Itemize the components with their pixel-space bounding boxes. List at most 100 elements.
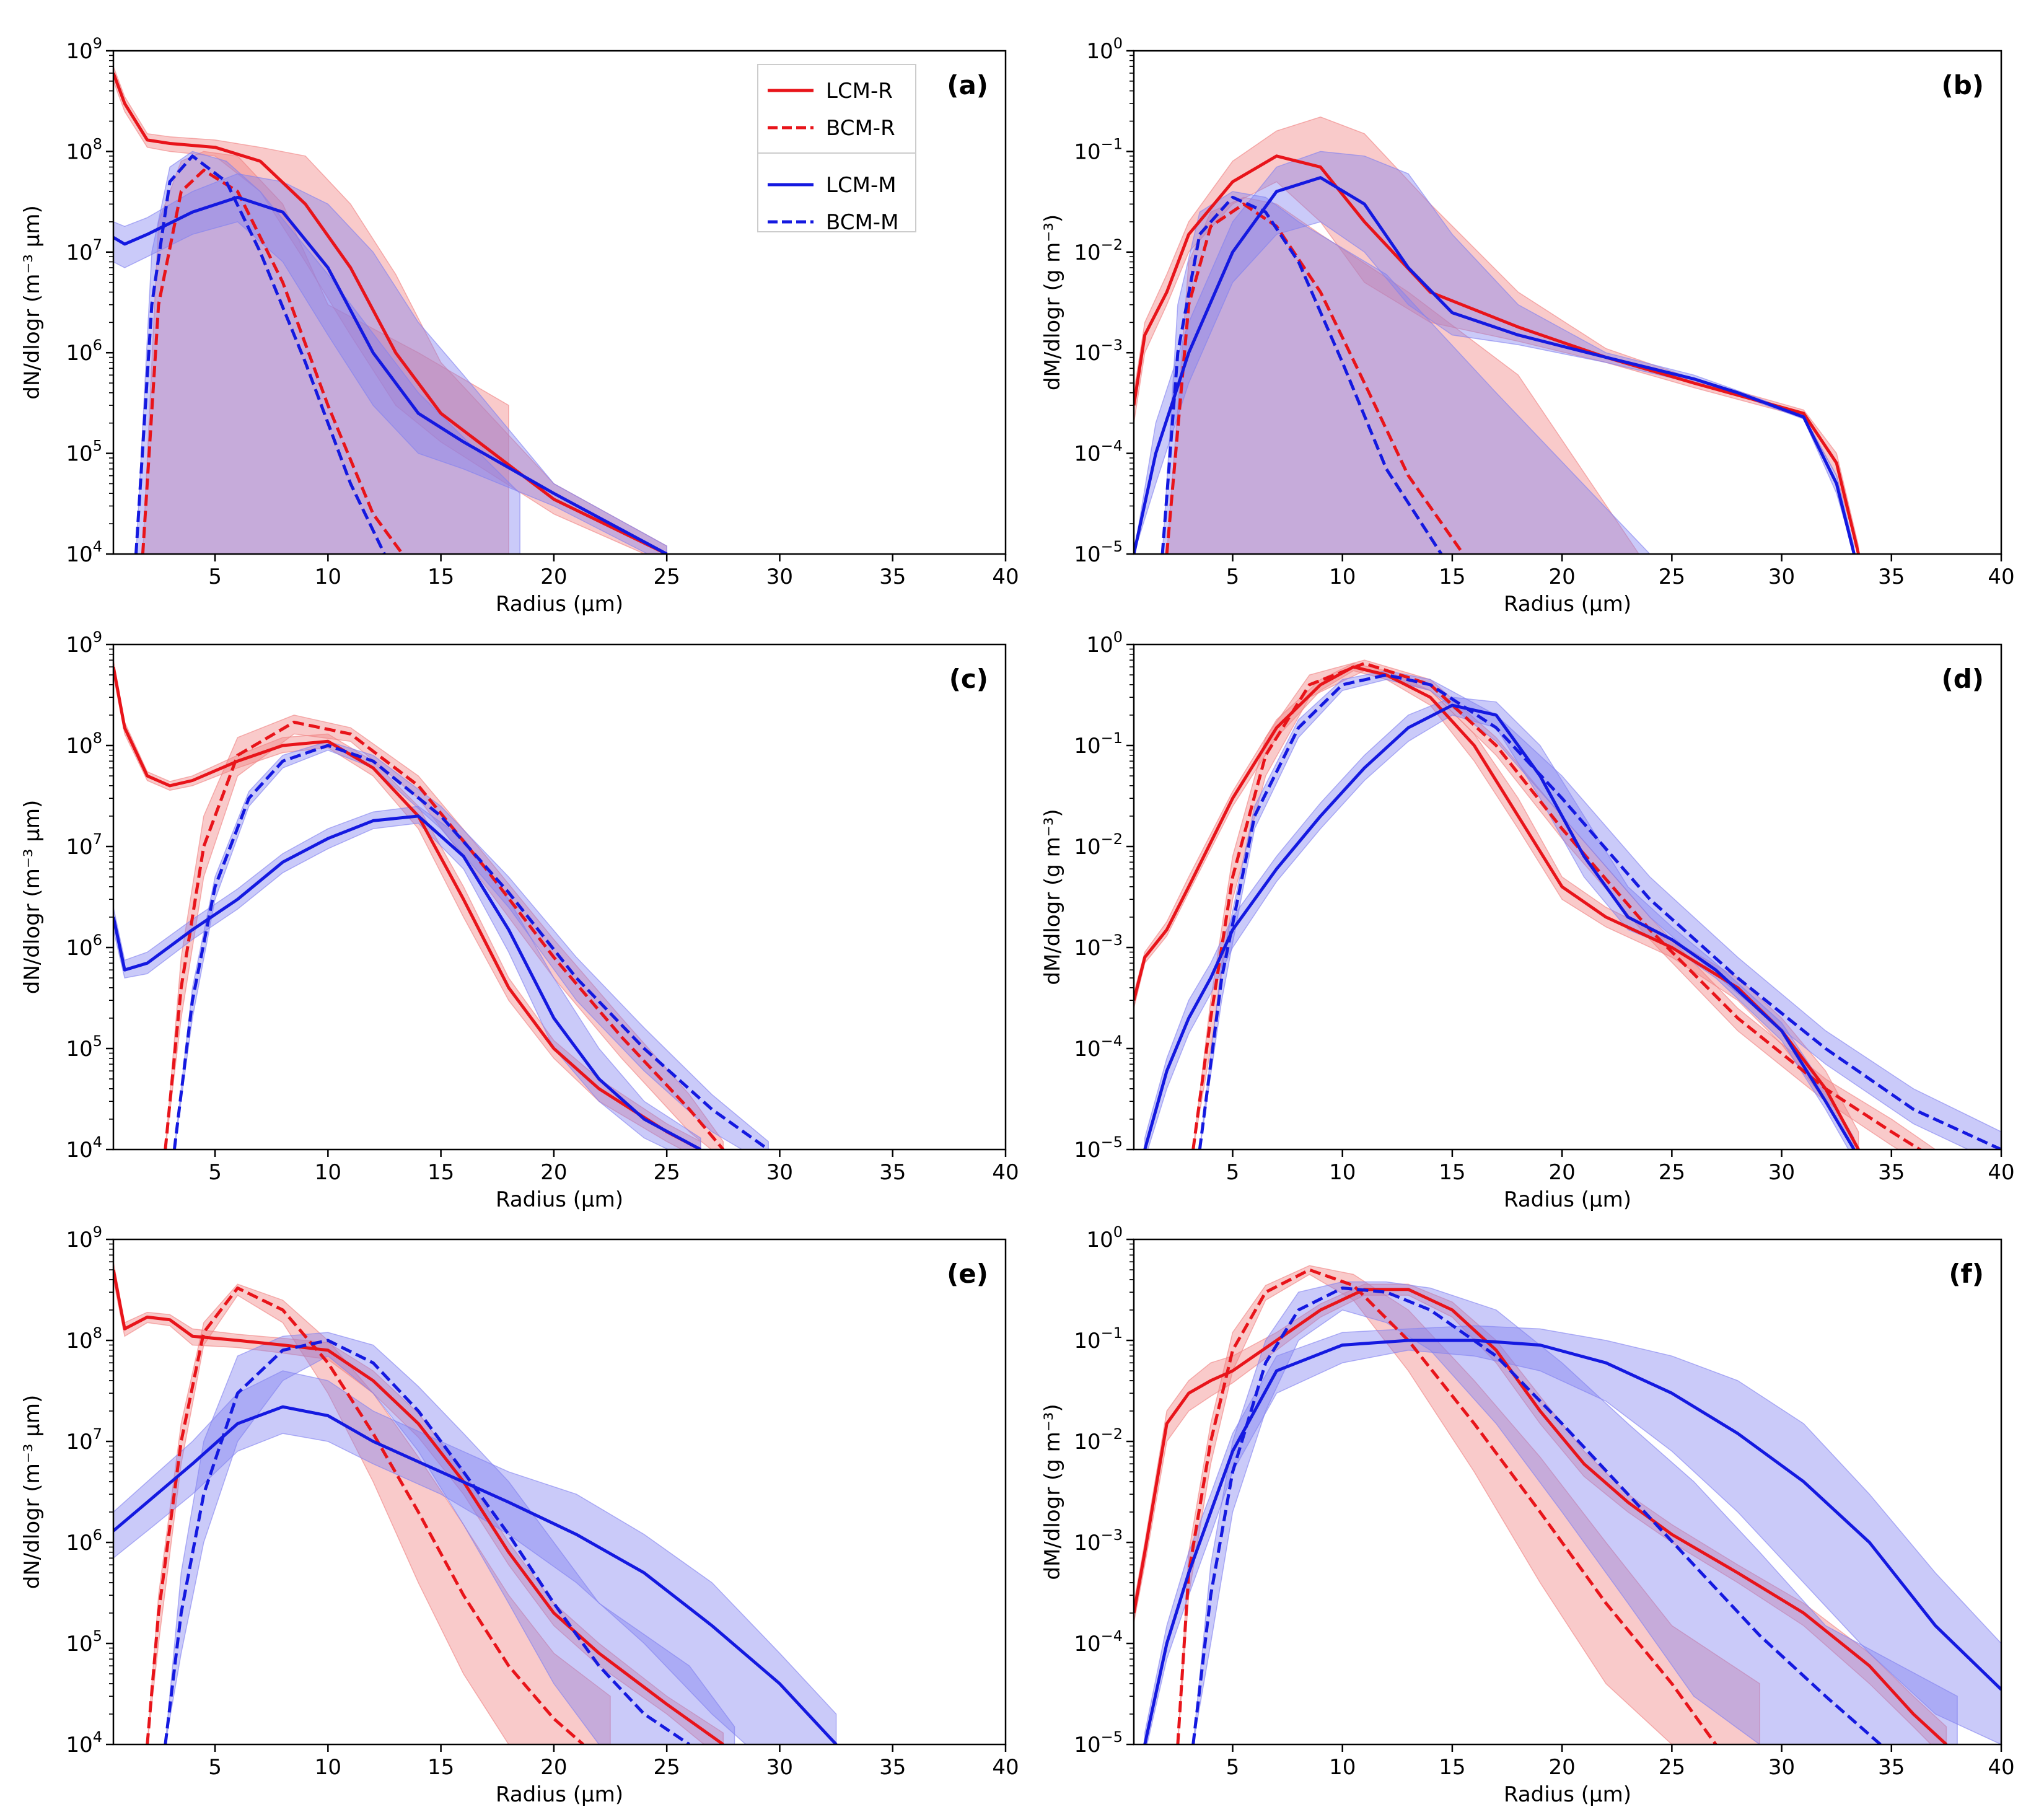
y-tick-label: 106 [66,1526,102,1555]
panels: 5 10 15 20 25 30 35 40104105106107108109Radius … [20,35,2015,1807]
line-bcm-m [1160,195,1443,554]
plot-area [113,1262,838,1744]
band-lcm-m [1144,1325,2001,1744]
line-bcm-r [141,169,404,554]
x-tick-label: 10 [315,565,341,589]
x-axis-label: Radius (μm) [496,1782,623,1807]
x-tick-label: 15 [1439,1160,1465,1185]
x-tick-label: 40 [1988,1755,2014,1780]
line-bcm-m [164,1339,690,1744]
x-tick-label: 30 [766,565,793,589]
x-axis-label: Radius (μm) [1504,1782,1631,1807]
y-tick-label: 108 [66,1324,102,1353]
band-lcm-m [1144,697,1855,1150]
plot-area [1134,117,1861,554]
x-axis-label: Radius (μm) [496,592,623,617]
band-lcm-r [1134,1283,1947,1744]
legend-box [757,64,916,232]
x-tick-label: 5 [1226,1160,1240,1185]
x-tick-label: 15 [428,1755,454,1780]
axes-frame [112,50,1007,555]
x-tick-label: 40 [992,565,1019,589]
x-tick-label: 5 [208,1755,222,1780]
line-lcm-m [1134,176,1856,554]
x-tick-label: 10 [315,1160,341,1185]
band-lcm-r [113,660,701,1150]
panel-label: (e) [947,1259,988,1289]
x-tick-label: 25 [654,1755,680,1780]
band-bcm-r [146,1283,611,1744]
band-lcm-r [1134,662,1859,1150]
y-tick-label: 104 [66,1133,102,1163]
line-lcm-r [113,666,701,1150]
y-tick-label: 10−5 [1074,1133,1123,1163]
y-tick-label: 10−4 [1074,438,1123,467]
plot-area [113,66,668,554]
axes-frame [1133,1238,2002,1746]
line-bcm-m [172,744,770,1150]
x-tick-label: 20 [1549,1755,1576,1780]
band-lcm-m [113,1370,837,1744]
y-tick-label: 10−4 [1074,1032,1123,1062]
line-bcm-r [1176,1268,1717,1744]
y-tick-label: 108 [66,135,102,164]
line-bcm-m [1198,673,2001,1150]
axes-frame [112,643,1007,1151]
x-tick-label: 35 [1878,565,1905,589]
y-tick-label: 107 [66,1425,102,1454]
y-tick-label: 104 [66,1728,102,1757]
band-bcm-r [1166,196,1640,554]
x-tick-label: 25 [1659,565,1685,589]
x-tick-label: 10 [1329,1160,1356,1185]
x-tick-label: 30 [1768,1755,1795,1780]
panel-f: 5 10 15 20 25 30 35 40 10−5 10−4 10−3 10−2 10−1 100 Ra… [1040,1223,2015,1807]
line-lcm-r [113,73,668,554]
panel-b: 5 10 15 20 25 30 35 40 10−5 10−4 10−3 10−2 10−1 100 Ra… [1040,35,2015,617]
x-tick-label: 25 [1659,1160,1685,1185]
x-tick-label: 40 [992,1160,1019,1185]
x-tick-label: 20 [540,1755,567,1780]
panel-a: 5 10 15 20 25 30 35 40 104 105 106 107 108 109 Radius … [20,35,1019,617]
y-tick-label: 10−2 [1074,236,1123,265]
x-tick-label: 35 [1878,1755,1905,1780]
legend-label-bcm-r: BCM-R [826,116,895,141]
x-tick-label: 30 [1768,565,1795,589]
y-tick-label: 10−3 [1074,336,1123,366]
y-tick-label: 106 [66,336,102,366]
line-lcm-m [113,195,668,554]
y-tick-label: 109 [66,35,102,64]
line-bcm-m [134,154,386,554]
panel-label: (c) [949,664,988,694]
y-axis-label: dM/dlogr (g m⁻³) [1040,1404,1065,1580]
y-tick-label: 107 [66,830,102,860]
legend-label-lcm-m: LCM-M [826,173,897,198]
x-tick-label: 15 [1439,565,1465,589]
x-tick-label: 5 [208,565,222,589]
line-bcm-m [1191,1286,1882,1744]
panel-d: 5 10 15 20 25 30 35 40 10−5 10−4 10−3 10−2 10−1 100 Ra… [1040,628,2015,1212]
x-tick-label: 10 [1329,1755,1356,1780]
y-tick-label: 109 [66,1223,102,1252]
line-bcm-r [164,720,725,1150]
panel-label: (b) [1942,70,1984,100]
x-tick-label: 20 [540,565,567,589]
y-tick-label: 10−2 [1074,830,1123,860]
x-tick-label: 35 [1878,1160,1905,1185]
y-tick-label: 104 [66,538,102,567]
band-bcm-r [142,151,509,554]
y-tick-label: 109 [66,628,102,658]
x-tick-label: 25 [1659,1755,1685,1780]
panel-c: 5 10 15 20 25 30 35 40 104 105 106 107 108 109 Radius … [20,628,1019,1212]
y-tick-label: 10−5 [1074,538,1123,567]
y-tick-label: 10−1 [1074,729,1123,759]
band-bcm-m [1162,191,1651,554]
x-tick-label: 40 [1988,565,2014,589]
axes-frame [1133,50,2002,555]
x-tick-label: 25 [654,1160,680,1185]
axes-frame [1133,643,2002,1151]
band-lcm-r [113,1262,724,1744]
x-tick-label: 40 [992,1755,1019,1780]
panel-label: (f) [1949,1259,1984,1289]
y-tick-label: 10−2 [1074,1425,1123,1454]
